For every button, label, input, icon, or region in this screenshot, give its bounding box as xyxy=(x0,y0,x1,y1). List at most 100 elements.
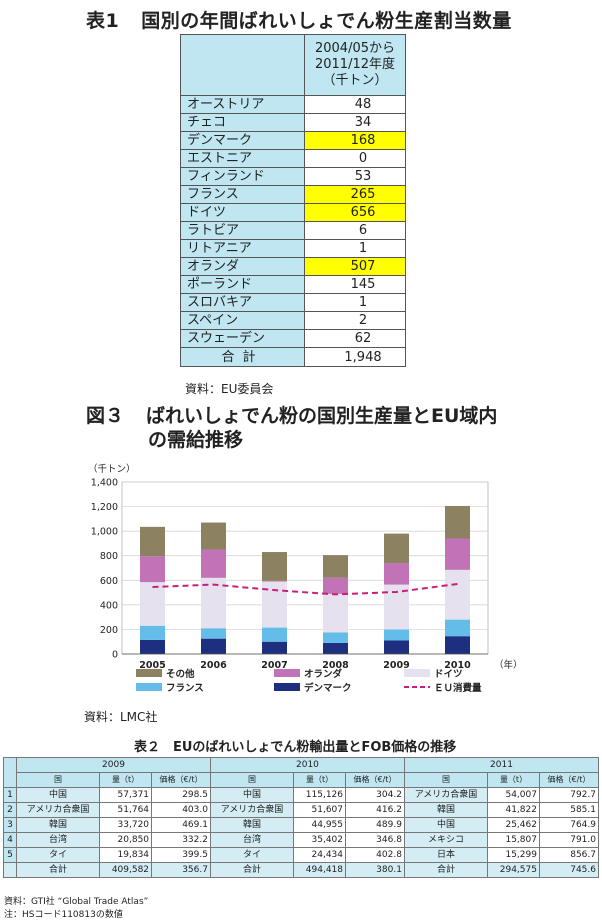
bar-segment-その他 xyxy=(201,522,226,550)
export-country-cell: タイ xyxy=(209,847,295,863)
export-table-row: 4 台湾 20,850 332.2 台湾 35,402 346.8 メキシコ 15,807 791… xyxy=(3,832,600,848)
quota-value-cell: 656 xyxy=(304,203,406,222)
export-table-row: 1 中国 57,371 298.5 中国 115,126 304.2 アメリカ合衆国 54,00… xyxy=(3,787,600,803)
export-price-cell: 856.7 xyxy=(538,847,600,863)
export-qty-cell: 115,126 xyxy=(293,787,346,803)
total-label-2010: 合計 xyxy=(209,862,295,878)
quota-table-row: スロバキア 1 xyxy=(180,293,406,312)
quota-value-cell: 0 xyxy=(304,149,406,168)
rank-cell: 1 xyxy=(3,787,17,803)
bar-segment-ドイツ xyxy=(201,577,226,629)
export-price-cell: 399.5 xyxy=(151,847,211,863)
quota-total-value: 1,948 xyxy=(304,347,406,367)
export-price-cell: 469.1 xyxy=(151,817,211,833)
export-country-cell: アメリカ合衆国 xyxy=(15,802,101,818)
y-tick-label: 600 xyxy=(100,576,118,587)
total-index-cell xyxy=(3,862,17,878)
export-table-year-row: 2009 2010 2011 xyxy=(3,757,600,788)
quota-table-row: フランス 265 xyxy=(180,185,406,204)
col-country-2010: 国 xyxy=(209,772,295,788)
table2-hs-note: 注：HSコード110813の数値 xyxy=(4,910,123,920)
quota-table-row: スペイン 2 xyxy=(180,311,406,330)
quota-country-cell: ドイツ xyxy=(180,203,305,222)
quota-country-cell: オランダ xyxy=(180,257,305,276)
export-country-cell: アメリカ合衆国 xyxy=(403,787,489,803)
export-price-cell: 298.5 xyxy=(151,787,211,803)
table2-source-note: 資料：GTI社 “Global Trade Atlas” xyxy=(4,897,149,907)
export-table-total-row: 合計 409,582 356.7 合計 494,418 380.1 合計 294… xyxy=(3,862,600,878)
export-country-cell: 台湾 xyxy=(15,832,101,848)
quota-value-cell: 62 xyxy=(304,329,406,348)
quota-value-cell: 1 xyxy=(304,239,406,258)
quota-value-cell: 168 xyxy=(304,131,406,150)
quota-table-row: スウェーデン 62 xyxy=(180,329,406,348)
quota-value-cell: 48 xyxy=(304,95,406,114)
export-qty-cell: 51,764 xyxy=(99,802,153,818)
export-price-cell: 346.8 xyxy=(345,832,405,848)
export-country-cell: 韓国 xyxy=(15,817,101,833)
total-label-2011: 合計 xyxy=(403,862,489,878)
col-qty-2011: 量（t） xyxy=(487,772,540,788)
export-qty-cell: 25,462 xyxy=(487,817,540,833)
quota-value-cell: 1 xyxy=(304,293,406,312)
export-country-cell: 中国 xyxy=(403,817,489,833)
quota-value-cell: 34 xyxy=(304,113,406,132)
export-qty-cell: 35,402 xyxy=(293,832,346,848)
bar-segment-オランダ xyxy=(323,577,348,594)
bar-segment-ドイツ xyxy=(140,582,165,626)
y-tick-label: 800 xyxy=(100,551,118,562)
figure3-source: 資料：LMC社 xyxy=(84,710,158,724)
col-country-2011: 国 xyxy=(403,772,489,788)
total-qty-2009: 409,582 xyxy=(99,862,153,878)
col-price-2009: 価格（€/t） xyxy=(151,772,211,788)
export-price-cell: 792.7 xyxy=(538,787,600,803)
year-2009-header: 2009 xyxy=(16,757,211,773)
bar-segment-その他 xyxy=(140,526,165,557)
quota-country-cell: ポーランド xyxy=(180,275,305,294)
col-qty-2009: 量（t） xyxy=(99,772,153,788)
legend-label: ドイツ xyxy=(434,669,463,680)
export-price-cell: 585.1 xyxy=(538,802,600,818)
quota-country-cell: フランス xyxy=(180,185,305,204)
rank-cell: 5 xyxy=(3,847,17,863)
x-tick-label: 2007 xyxy=(261,660,287,671)
table2-title: 表２ EUのばれいしょでん粉輸出量とFOB価格の推移 xyxy=(134,740,457,755)
y-tick-label: 400 xyxy=(100,600,118,611)
bar-segment-ドイツ xyxy=(445,569,470,620)
export-table: 2009 2010 2011 国 量（t） 価格（€/t） 国 量（t） 価格（… xyxy=(3,757,600,878)
bar-segment-デンマーク xyxy=(262,641,287,654)
export-table-body: 1 中国 57,371 298.5 中国 115,126 304.2 アメリカ合衆国 54,00… xyxy=(3,787,600,863)
export-table-row: 2 アメリカ合衆国 51,764 403.0 アメリカ合衆国 51,607 416.2 韓国 4… xyxy=(3,802,600,818)
export-country-cell: タイ xyxy=(15,847,101,863)
quota-country-cell: スペイン xyxy=(180,311,305,330)
figure3-title: 図３ ばれいしょでん粉の国別生産量とEU域内 の需給推移 xyxy=(86,404,497,452)
bar-segment-フランス xyxy=(140,625,165,640)
export-qty-cell: 24,434 xyxy=(293,847,346,863)
export-price-cell: 489.9 xyxy=(345,817,405,833)
quota-table-row: ドイツ 656 xyxy=(180,203,406,222)
quota-country-cell: フィンランド xyxy=(180,167,305,186)
col-price-2011: 価格（€/t） xyxy=(538,772,600,788)
production-chart: 0 200 400 600 800 1,000 1,200 1,400 （千トン） （年） 2005… xyxy=(88,463,518,694)
x-tick-label: 2006 xyxy=(200,660,227,671)
bar-segment-オランダ xyxy=(201,549,226,578)
export-country-cell: 台湾 xyxy=(209,832,295,848)
quota-value-cell: 145 xyxy=(304,275,406,294)
bar-segment-デンマーク xyxy=(140,639,165,654)
quota-country-cell: チェコ xyxy=(180,113,305,132)
year-2010-header: 2010 xyxy=(209,757,405,773)
export-price-cell: 402.8 xyxy=(345,847,405,863)
col-price-2010: 価格（€/t） xyxy=(345,772,405,788)
x-tick-label: 2008 xyxy=(322,660,349,671)
bar-segment-フランス xyxy=(384,629,409,641)
x-tick-label: 2005 xyxy=(139,660,165,671)
export-table-corner xyxy=(3,757,17,788)
eu-consumption-line xyxy=(152,582,458,596)
legend-swatch xyxy=(274,683,300,691)
quota-table-row: ポーランド 145 xyxy=(180,275,406,294)
bar-segment-デンマーク xyxy=(201,638,226,654)
legend-label: オランダ xyxy=(304,668,343,680)
x-tick-label: 2009 xyxy=(383,660,409,671)
export-country-cell: 中国 xyxy=(209,787,295,803)
bar-segment-フランス xyxy=(201,628,226,639)
